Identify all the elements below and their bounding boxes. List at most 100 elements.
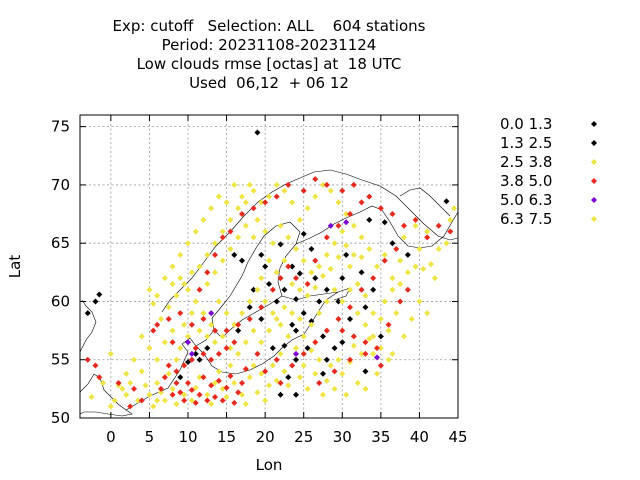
data-point [188, 387, 195, 394]
data-point [266, 280, 272, 287]
data-point [296, 270, 303, 277]
data-point [200, 310, 207, 317]
data-point [134, 397, 141, 404]
data-point [366, 193, 373, 200]
x-tick-label: 10 [178, 428, 197, 446]
data-point [285, 374, 292, 381]
data-point [370, 333, 377, 340]
data-point [227, 373, 234, 380]
data-point [254, 286, 261, 293]
data-point [262, 199, 269, 206]
data-point [451, 205, 458, 212]
data-point [285, 263, 292, 270]
data-point [250, 362, 257, 369]
data-point [377, 362, 384, 369]
data-point [300, 257, 307, 264]
data-point [354, 280, 361, 287]
data-point [212, 380, 218, 387]
data-point [239, 193, 245, 200]
data-point [146, 286, 153, 293]
data-point [188, 321, 195, 328]
data-point [196, 327, 203, 334]
data-point [316, 356, 323, 363]
data-point [347, 315, 353, 322]
legend-label: 0.0 1.3 [500, 115, 552, 133]
data-point [339, 370, 346, 377]
data-point [370, 350, 377, 357]
legend-marker [591, 159, 597, 165]
data-point [242, 222, 249, 229]
data-point [269, 345, 276, 352]
data-point [397, 257, 404, 264]
data-point [146, 391, 153, 398]
data-point [370, 310, 377, 317]
data-point [208, 310, 215, 317]
data-point [177, 251, 184, 258]
data-point [362, 292, 369, 299]
data-point [219, 234, 226, 241]
data-point [177, 389, 184, 396]
data-point [350, 181, 357, 188]
data-point [358, 350, 365, 357]
data-point [389, 286, 396, 293]
data-point [208, 401, 215, 408]
legend-label: 3.8 5.0 [500, 172, 552, 190]
data-point [273, 193, 280, 200]
data-point [370, 286, 377, 293]
data-point [312, 193, 319, 200]
data-point [277, 380, 284, 387]
data-point [196, 391, 203, 398]
data-point [277, 350, 284, 357]
data-point [443, 240, 450, 247]
data-point [150, 327, 157, 334]
data-point [347, 263, 353, 270]
data-point [262, 368, 269, 375]
data-point [320, 370, 326, 377]
data-point [196, 356, 203, 363]
data-point [289, 263, 296, 270]
data-point [281, 257, 288, 264]
data-point [397, 280, 404, 287]
data-point [138, 333, 145, 340]
data-point [401, 222, 407, 229]
data-point [204, 397, 211, 404]
data-point [308, 347, 315, 354]
data-point [343, 242, 350, 249]
data-point [246, 374, 253, 381]
data-point [362, 350, 369, 357]
data-points [84, 129, 458, 410]
data-point [331, 385, 338, 392]
data-point [443, 198, 450, 205]
data-point [215, 377, 222, 384]
data-point [393, 246, 400, 253]
data-point [185, 240, 191, 247]
data-point [350, 333, 357, 340]
data-point [273, 181, 280, 188]
data-point [204, 269, 211, 276]
data-point [289, 199, 296, 206]
data-point [246, 315, 253, 322]
data-point [204, 251, 211, 258]
data-point [242, 339, 249, 346]
data-point [223, 310, 230, 317]
x-tick-label: 30 [333, 428, 352, 446]
data-point [242, 366, 249, 373]
y-tick-label: 75 [51, 118, 70, 136]
data-point [169, 339, 176, 346]
data-point [185, 339, 191, 346]
data-point [350, 342, 357, 349]
data-point [235, 327, 242, 334]
data-point [293, 345, 299, 352]
data-point [146, 345, 153, 352]
grid-lines [80, 115, 459, 419]
data-point [177, 310, 184, 317]
data-point [161, 275, 168, 282]
data-point [381, 251, 388, 258]
data-point [88, 394, 95, 401]
data-point [254, 129, 261, 136]
data-point [173, 401, 180, 408]
data-point [154, 397, 161, 404]
plot-area-frame [79, 114, 459, 419]
data-point [235, 389, 242, 396]
data-point [150, 403, 157, 410]
